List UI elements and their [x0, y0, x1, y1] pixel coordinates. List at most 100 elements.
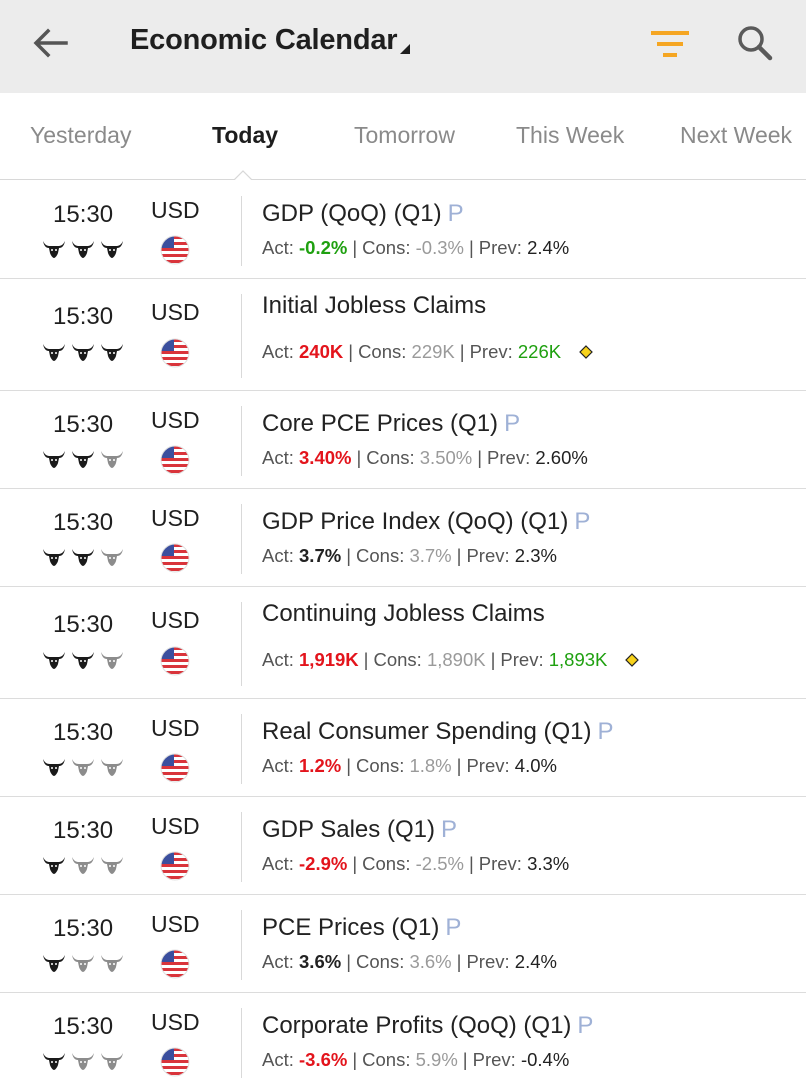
separator: |: [346, 755, 351, 776]
calendar-title-dropdown[interactable]: Economic Calendar: [130, 24, 398, 57]
actual-value: 1,919K: [299, 649, 359, 670]
importance-bull-icon: [71, 1051, 95, 1071]
separator: |: [346, 951, 351, 972]
previous-value: 2.4%: [514, 951, 557, 972]
importance-rating: [42, 855, 124, 875]
consensus-value: 5.9%: [415, 1049, 458, 1070]
separator: |: [348, 341, 354, 362]
event-name: GDP Price Index (QoQ) (Q1) P: [262, 508, 591, 535]
event-figures: Act: -2.9% | Cons: -2.5% | Prev: 3.3%: [262, 853, 569, 875]
event-currency: USD: [151, 505, 200, 531]
preliminary-badge: P: [447, 200, 464, 227]
separator: |: [456, 951, 462, 972]
consensus-value: 3.6%: [409, 951, 452, 972]
previous-value: -0.4%: [520, 1049, 570, 1070]
importance-bull-icon: [42, 1051, 66, 1071]
actual-label: Act:: [262, 649, 294, 670]
importance-bull-icon: [71, 953, 95, 973]
event-name: PCE Prices (Q1) P: [262, 914, 462, 941]
event-currency: USD: [151, 197, 200, 223]
event-currency: USD: [151, 1009, 200, 1035]
event-row[interactable]: 15:30 USD GDP Sales (Q1) P Act: -2.9% | Cons: …: [0, 797, 806, 895]
page-title: Economic Calendar: [130, 24, 398, 56]
tab-next-week[interactable]: Next Week: [680, 122, 793, 148]
column-divider: [241, 294, 242, 378]
actual-value: 3.7%: [299, 545, 342, 566]
importance-bull-icon: [100, 547, 124, 567]
importance-bull-icon: [100, 757, 124, 777]
tab-tomorrow[interactable]: Tomorrow: [354, 122, 455, 148]
separator: |: [490, 649, 496, 670]
event-time: 15:30: [53, 611, 114, 638]
event-row[interactable]: 15:30 USD GDP Price Index (QoQ) (Q1) P Act: …: [0, 489, 806, 587]
importance-rating: [42, 342, 124, 362]
event-row[interactable]: 15:30 USD GDP (QoQ) (Q1) P Act: -0.2% | Cons: …: [0, 181, 806, 279]
app-bar: Economic Calendar: [0, 0, 806, 93]
previous-value: 2.60%: [535, 447, 588, 468]
event-row[interactable]: 15:30 USD Initial Jobless Claims Act: 240K |…: [0, 279, 806, 391]
search-button[interactable]: [735, 23, 775, 63]
event-figures: Act: 1,919K | Cons: 1,890K | Prev: 1,893K: [262, 649, 640, 671]
previous-value: 1,893K: [548, 649, 608, 670]
event-time: 15:30: [53, 509, 114, 536]
importance-rating: [42, 757, 124, 777]
preliminary-badge: P: [597, 718, 614, 745]
importance-bull-icon: [71, 757, 95, 777]
consensus-value: 3.50%: [419, 447, 473, 468]
importance-bull-icon: [42, 449, 66, 469]
event-name: Continuing Jobless Claims: [262, 600, 545, 627]
event-time: 15:30: [53, 1013, 114, 1040]
previous-value: 2.3%: [514, 545, 557, 566]
event-figures: Act: 3.40% | Cons: 3.50% | Prev: 2.60%: [262, 447, 588, 469]
previous-label: Prev:: [469, 341, 513, 362]
consensus-label: Cons:: [362, 853, 411, 874]
event-currency: USD: [151, 299, 200, 325]
importance-bull-icon: [42, 855, 66, 875]
event-row[interactable]: 15:30 USD PCE Prices (Q1) P Act: 3.6% | Cons: …: [0, 895, 806, 993]
importance-bull-icon: [100, 449, 124, 469]
event-name: Core PCE Prices (Q1) P: [262, 410, 521, 437]
us-flag-icon: [160, 445, 190, 475]
previous-label: Prev:: [478, 853, 522, 874]
separator: |: [352, 853, 358, 874]
us-flag-icon: [160, 543, 190, 573]
date-tabs: Yesterday Today Tomorrow This Week Next …: [0, 93, 806, 180]
previous-label: Prev:: [466, 755, 510, 776]
event-row[interactable]: 15:30 USD Real Consumer Spending (Q1) P Act:…: [0, 699, 806, 797]
importance-bull-icon: [71, 342, 95, 362]
event-time: 15:30: [53, 817, 114, 844]
actual-label: Act:: [262, 237, 294, 258]
tab-this-week[interactable]: This Week: [516, 122, 625, 148]
active-tab-indicator: [234, 170, 252, 180]
event-row[interactable]: 15:30 USD Continuing Jobless Claims Act: 1,…: [0, 587, 806, 699]
filter-icon: [651, 31, 689, 57]
separator: |: [468, 853, 474, 874]
event-figures: Act: -3.6% | Cons: 5.9% | Prev: -0.4%: [262, 1049, 569, 1071]
tab-today[interactable]: Today: [212, 122, 279, 148]
importance-bull-icon: [71, 855, 95, 875]
event-currency: USD: [151, 407, 200, 433]
back-button[interactable]: [30, 26, 72, 60]
filter-button[interactable]: [648, 27, 692, 61]
column-divider: [241, 1008, 242, 1078]
previous-label: Prev:: [487, 447, 531, 468]
importance-rating: [42, 1051, 124, 1071]
previous-label: Prev:: [466, 545, 510, 566]
event-figures: Act: 3.7% | Cons: 3.7% | Prev: 2.3%: [262, 545, 557, 567]
us-flag-icon: [160, 646, 190, 676]
importance-bull-icon: [100, 953, 124, 973]
importance-bull-icon: [71, 239, 95, 259]
importance-bull-icon: [100, 855, 124, 875]
event-row[interactable]: 15:30 USD Core PCE Prices (Q1) P Act: 3.40% |…: [0, 391, 806, 489]
previous-label: Prev:: [466, 951, 510, 972]
consensus-label: Cons:: [356, 755, 405, 776]
tab-yesterday[interactable]: Yesterday: [30, 122, 132, 148]
actual-value: -2.9%: [299, 853, 348, 874]
event-currency: USD: [151, 911, 200, 937]
separator: |: [352, 237, 358, 258]
event-row[interactable]: 15:30 USD Corporate Profits (QoQ) (Q1) P Act…: [0, 993, 806, 1087]
dropdown-caret-icon[interactable]: [398, 42, 412, 56]
importance-bull-icon: [42, 650, 66, 670]
event-name: Initial Jobless Claims: [262, 292, 487, 319]
importance-bull-icon: [42, 547, 66, 567]
